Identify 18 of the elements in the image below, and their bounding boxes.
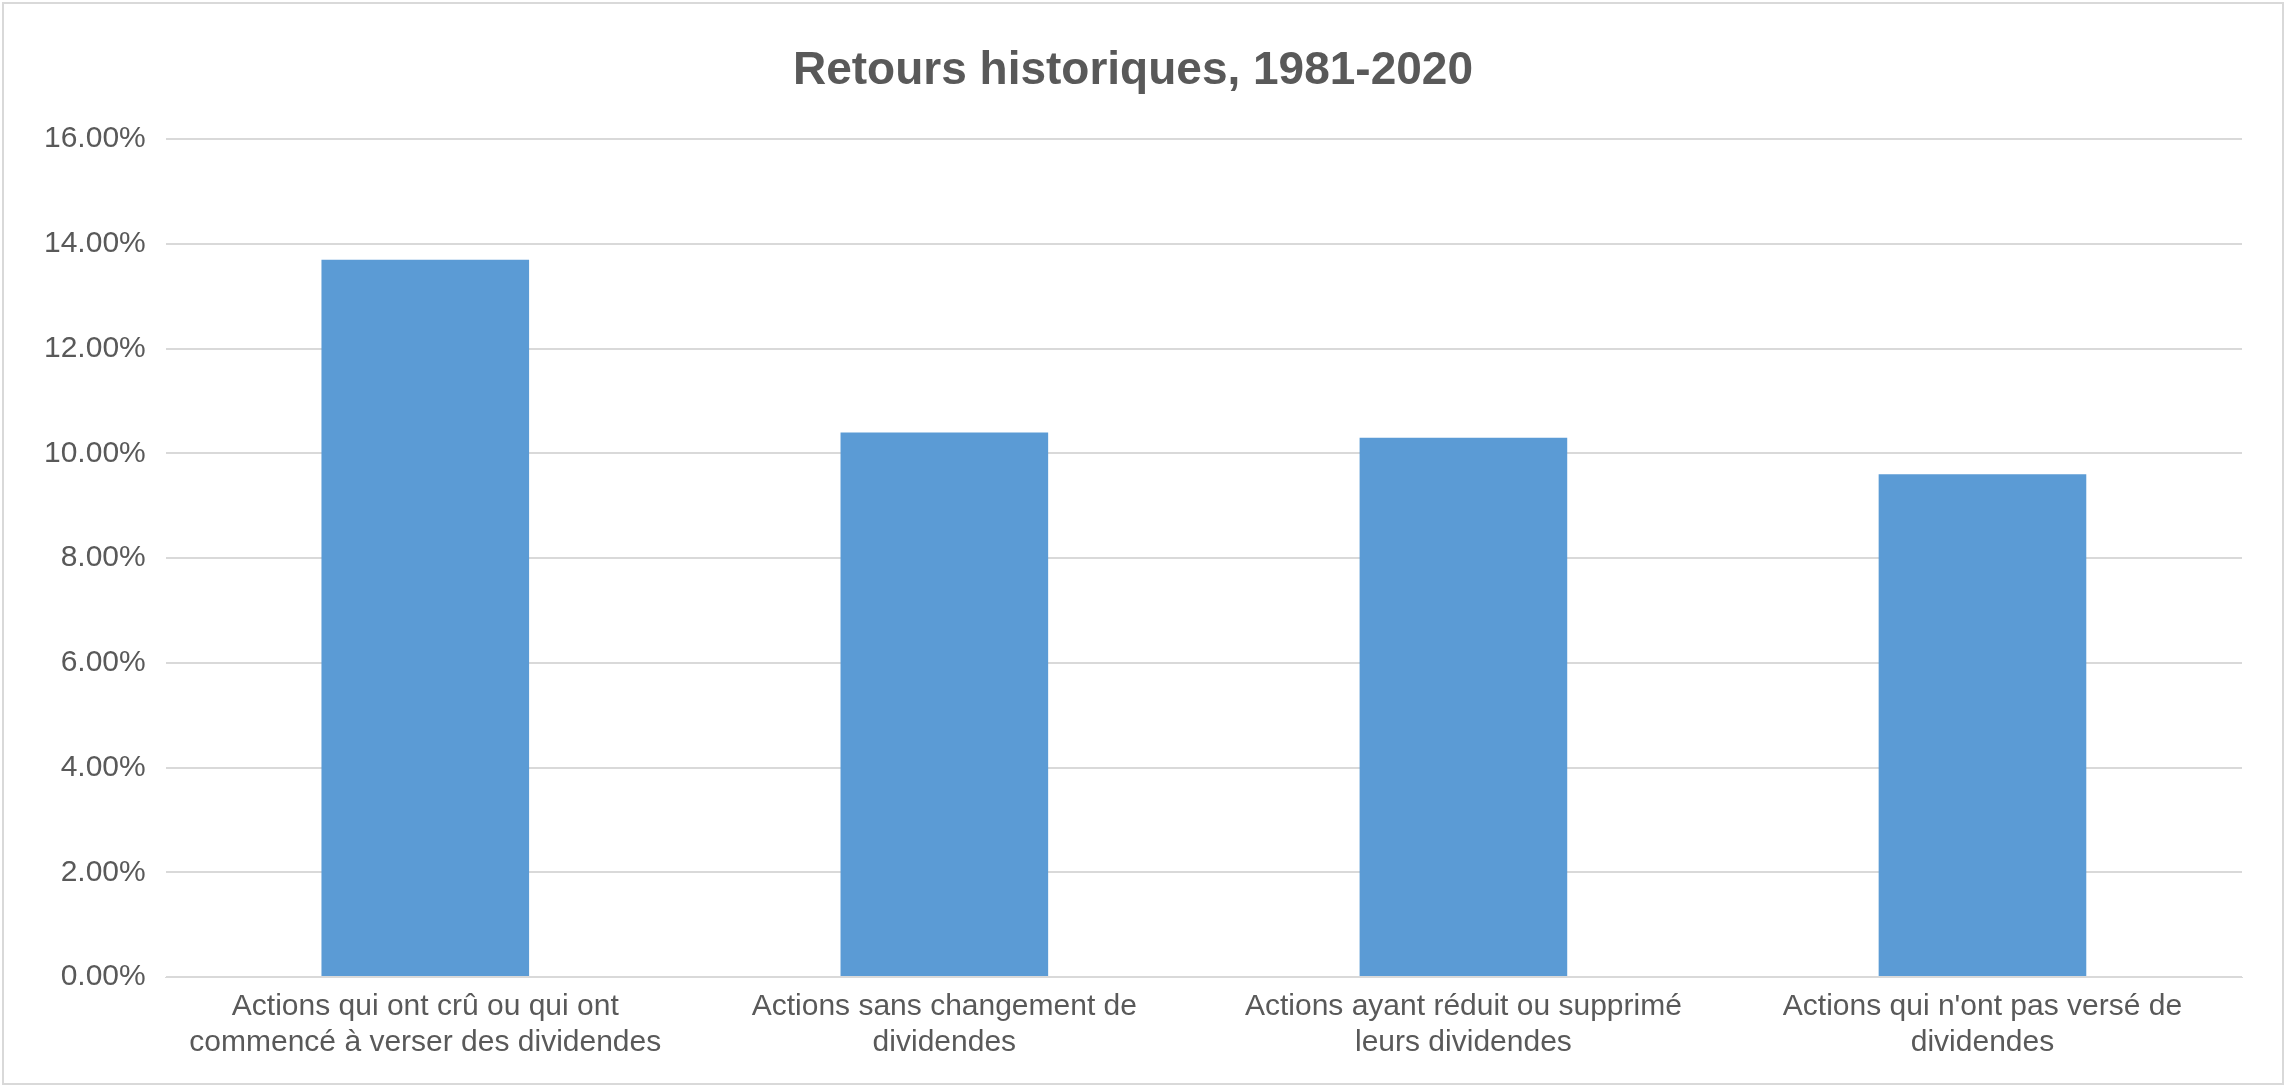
y-tick-label: 2.00%: [60, 853, 146, 887]
bar: [1878, 474, 2087, 976]
x-tick-label: Actions qui n'ont pas versé de dividendes: [1782, 988, 2183, 1058]
x-tick-label: Actions sans changement de dividendes: [751, 988, 1137, 1058]
y-tick-label: 4.00%: [60, 748, 146, 782]
y-tick-label: 14.00%: [44, 225, 146, 259]
bar: [1359, 437, 1568, 976]
x-tick-label: Actions qui ont crû ou qui ont commencé à verser des dividendes: [189, 988, 662, 1058]
x-tick-label: Actions ayant réduit ou supprimé leurs dividendes: [1244, 988, 1682, 1058]
y-tick-label: 6.00%: [60, 644, 146, 678]
bar: [840, 432, 1049, 976]
y-tick-label: 10.00%: [44, 434, 146, 468]
y-tick-label: 0.00%: [60, 958, 146, 992]
y-tick-label: 8.00%: [60, 539, 146, 573]
y-tick-label: 12.00%: [44, 329, 146, 363]
bar: [321, 259, 530, 976]
chart-title: Retours historiques, 1981-2020: [792, 42, 1474, 95]
y-tick-label: 16.00%: [44, 120, 146, 154]
